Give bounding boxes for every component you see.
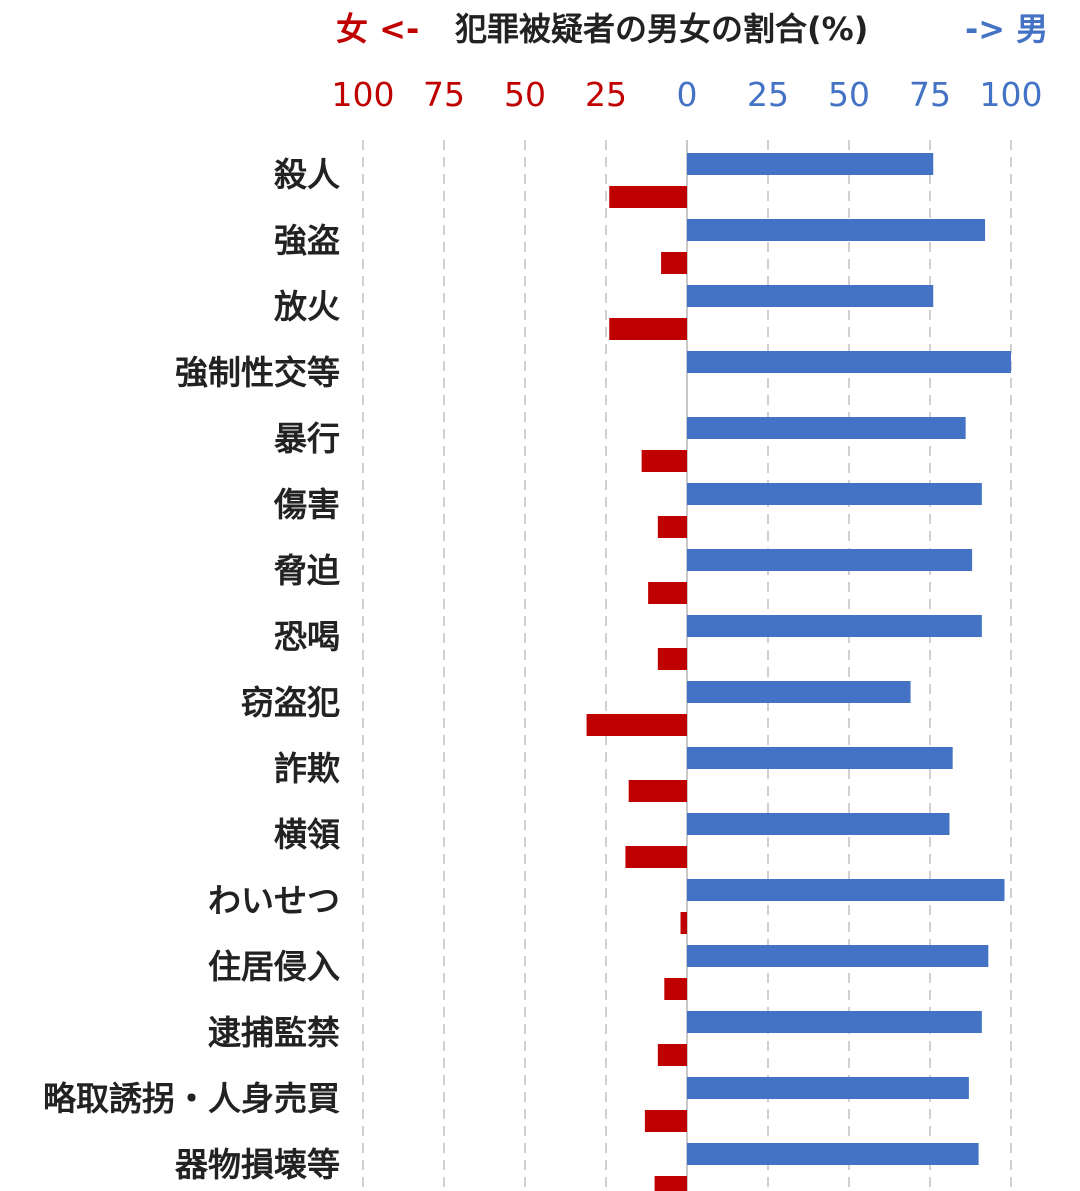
female-tick-label: 25: [585, 75, 627, 114]
male-tick-label: 25: [747, 75, 789, 114]
female-bar: [648, 582, 687, 604]
female-tick-label: 50: [504, 75, 546, 114]
female-bar: [609, 186, 687, 208]
male-tick-label: 100: [980, 75, 1043, 114]
male-bar: [687, 813, 950, 835]
male-tick-label: 0: [677, 75, 698, 114]
female-direction-label: 女 <-: [336, 10, 419, 48]
female-bar: [609, 318, 687, 340]
male-bar: [687, 219, 986, 241]
female-bar: [625, 846, 687, 868]
male-bar: [687, 1143, 979, 1165]
male-bar: [687, 483, 982, 505]
male-bar: [687, 945, 989, 967]
male-bar: [687, 1077, 969, 1099]
female-bar: [657, 516, 687, 538]
category-labels: 殺人強盗放火強制性交等暴行傷害脅迫恐喝窃盗犯詐欺横領わいせつ住居侵入逮捕監禁略取…: [43, 155, 340, 1184]
male-bar: [687, 879, 1005, 901]
male-bar: [687, 351, 1011, 373]
male-bar: [687, 285, 934, 307]
male-tick-label: 50: [828, 75, 870, 114]
category-label: 脅迫: [274, 551, 340, 590]
female-bar: [654, 1176, 687, 1191]
female-bar: [644, 1110, 687, 1132]
female-bar: [641, 450, 687, 472]
male-bar: [687, 153, 934, 175]
female-bar: [628, 780, 687, 802]
female-tick-label: 75: [423, 75, 465, 114]
female-bar: [664, 978, 687, 1000]
chart-title: 犯罪被疑者の男女の割合(%): [455, 10, 868, 48]
category-label: 恐喝: [274, 617, 340, 656]
male-bar: [687, 615, 982, 637]
category-label: 器物損壊等: [175, 1145, 340, 1184]
male-tick-label: 75: [909, 75, 951, 114]
category-label: 略取誘拐・人身売買: [43, 1079, 340, 1118]
category-label: 窃盗犯: [241, 683, 340, 722]
category-label: 傷害: [273, 485, 340, 524]
female-bar: [661, 252, 687, 274]
female-bar: [657, 1044, 687, 1066]
axis-tick-labels: 100 75 50 25 0 25 50 75 100: [332, 75, 1043, 114]
female-bar: [657, 648, 687, 670]
category-label: 住居侵入: [208, 947, 340, 986]
female-tick-label: 100: [332, 75, 395, 114]
category-label: 逮捕監禁: [208, 1013, 340, 1052]
male-bar: [687, 681, 911, 703]
male-bar: [687, 549, 973, 571]
category-label: 横領: [274, 815, 340, 854]
category-label: 殺人: [274, 155, 340, 194]
category-label: 暴行: [274, 419, 340, 458]
category-label: 強制性交等: [175, 353, 340, 392]
female-bar: [586, 714, 687, 736]
category-label: わいせつ: [208, 881, 340, 920]
male-bar: [687, 417, 966, 439]
male-direction-label: -> 男: [965, 10, 1048, 48]
category-label: 強盗: [274, 221, 340, 260]
category-label: 放火: [274, 287, 340, 326]
bars: [586, 153, 1011, 1191]
male-bar: [687, 747, 953, 769]
male-bar: [687, 1011, 982, 1033]
category-label: 詐欺: [274, 749, 340, 788]
female-bar: [680, 912, 687, 934]
